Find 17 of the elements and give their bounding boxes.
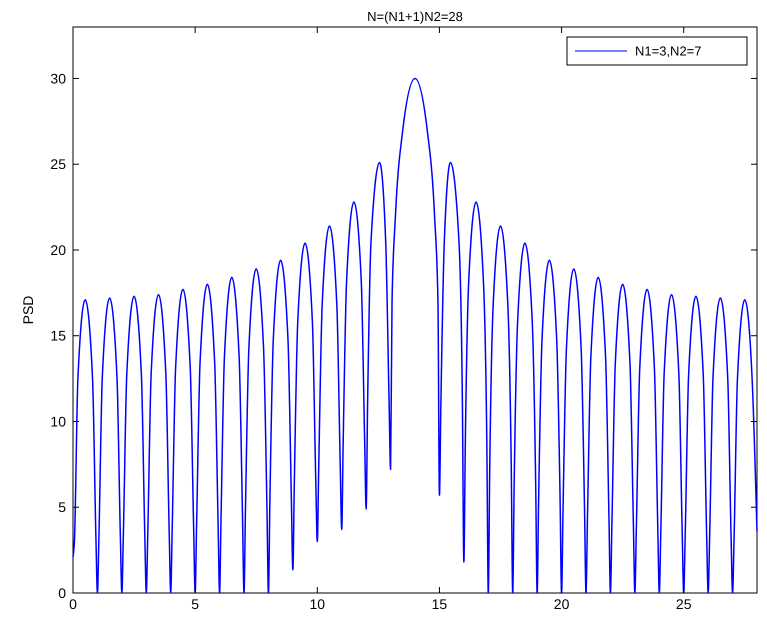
x-tick-label: 25 [676,596,692,612]
legend-label: N1=3,N2=7 [635,44,702,59]
y-tick-label: 15 [50,328,66,344]
x-tick-label: 5 [191,596,200,612]
y-tick-label: 5 [58,499,66,516]
y-tick-label: 0 [58,584,66,601]
y-tick-label: 10 [50,413,66,430]
line-series [72,78,758,594]
chart-title: N=(N1+1)N2=28 [367,9,463,24]
y-tick-label: 20 [50,242,66,258]
x-tick-label: 0 [69,596,78,612]
x-tick-label: 10 [309,596,326,612]
y-tick-label: 25 [50,156,66,172]
x-tick-label: 20 [554,596,570,612]
y-axis-title: PSD [20,296,36,324]
y-tick-label: 30 [50,70,66,86]
x-tick-label: 15 [432,596,448,612]
